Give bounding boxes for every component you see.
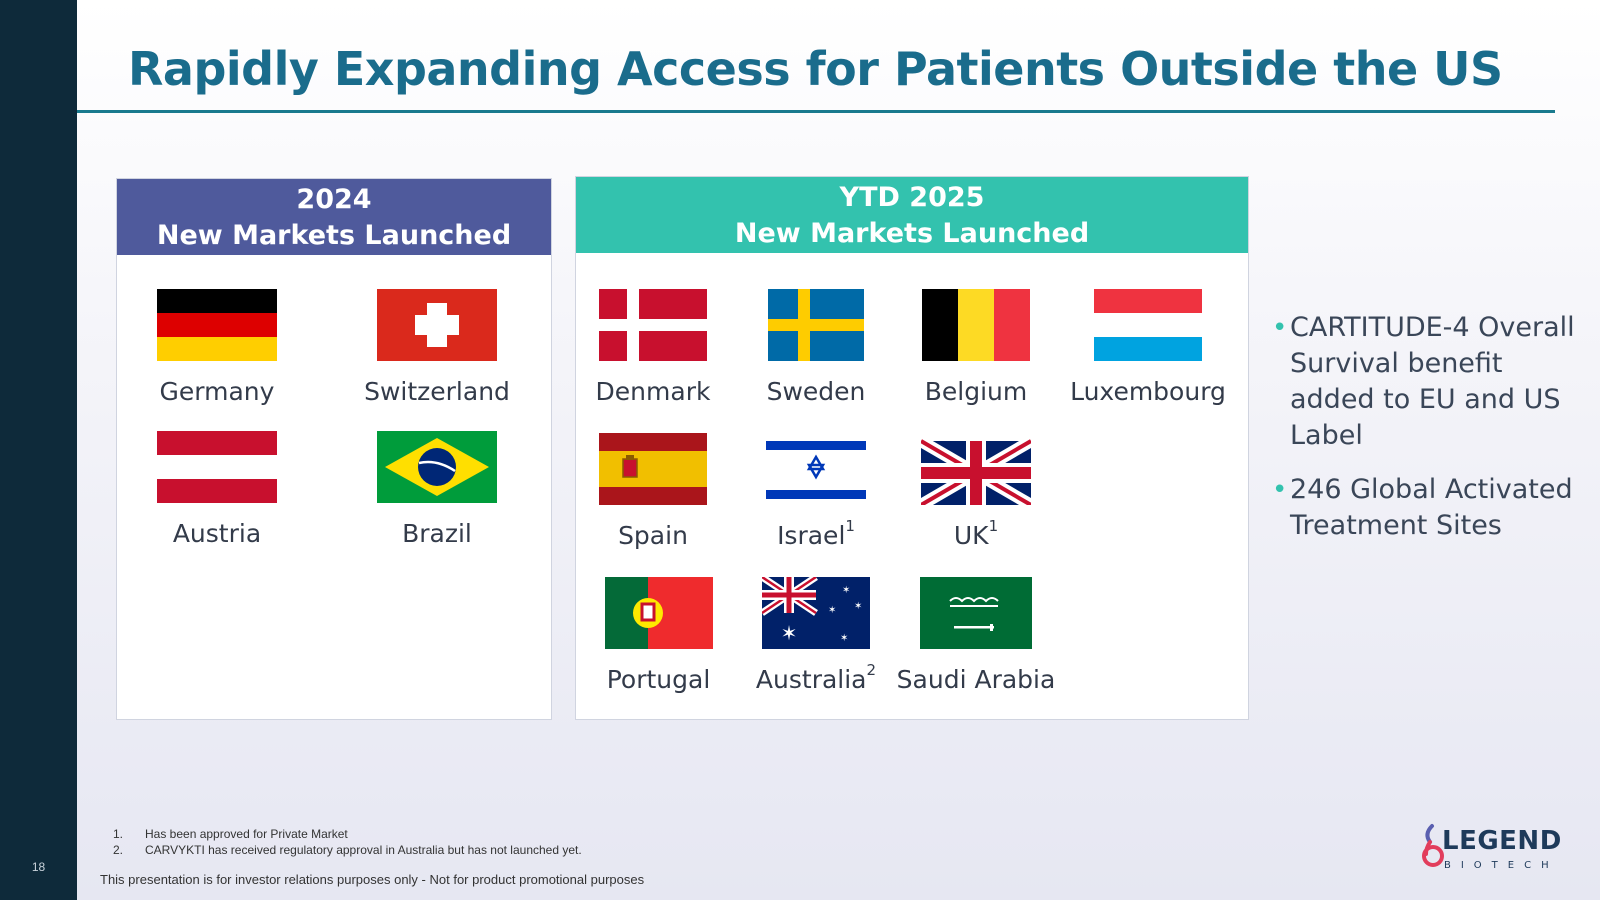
footnote-text: Has been approved for Private Market: [145, 827, 348, 841]
country-brazil: Brazil: [377, 431, 497, 548]
country-denmark: Denmark: [588, 289, 718, 406]
uk-flag-icon: [921, 435, 1031, 505]
australia-flag-icon: ✶ ✶ ✶ ✶ ✶: [762, 577, 870, 649]
saudi-arabia-flag-icon: [920, 577, 1032, 649]
country-australia: ✶ ✶ ✶ ✶ ✶ Australia2: [741, 577, 891, 694]
country-switzerland: Switzerland: [357, 289, 517, 406]
footnote-text: CARVYKTI has received regulatory approva…: [145, 843, 582, 857]
svg-text:✶: ✶: [781, 621, 798, 645]
country-luxembourg: Luxembourg: [1063, 289, 1233, 406]
country-name: Saudi Arabia: [896, 665, 1056, 694]
country-uk: UK1: [911, 433, 1041, 550]
country-name-with-note: Israel1: [751, 517, 881, 550]
country-portugal: Portugal: [591, 577, 726, 694]
panel-2025-header: YTD 2025 New Markets Launched: [576, 177, 1248, 253]
footnote-marker: 2: [866, 661, 877, 679]
country-name: Portugal: [606, 665, 711, 694]
country-name: Denmark: [595, 377, 711, 406]
svg-text:✶: ✶: [842, 585, 850, 596]
country-saudi-arabia: Saudi Arabia: [896, 577, 1056, 694]
bullet-item: 246 Global Activated Treatment Sites: [1270, 472, 1590, 544]
country-name: Switzerland: [364, 377, 510, 406]
country-austria: Austria: [157, 431, 277, 548]
page-number: 18: [31, 860, 46, 874]
country-name: Brazil: [402, 519, 472, 548]
panel-2025-subtitle: New Markets Launched: [734, 218, 1090, 249]
panel-2024-subtitle: New Markets Launched: [156, 220, 512, 251]
country-name: Luxembourg: [1070, 377, 1226, 406]
legend-biotech-logo: LEGEND BIOTECH: [1418, 818, 1561, 876]
footnote: 2. CARVYKTI has received regulatory appr…: [113, 842, 582, 858]
footnote-marker: 1: [988, 517, 999, 535]
footnote: 1. Has been approved for Private Market: [113, 826, 582, 842]
austria-flag-icon: [157, 431, 277, 503]
country-sweden: Sweden: [751, 289, 881, 406]
panel-2024-header: 2024 New Markets Launched: [117, 179, 551, 255]
country-belgium: Belgium: [911, 289, 1041, 406]
footnotes: 1. Has been approved for Private Market …: [113, 826, 582, 858]
country-name: Austria: [172, 519, 262, 548]
belgium-flag-icon: [922, 289, 1030, 361]
country-name: Spain: [618, 521, 688, 550]
disclaimer: This presentation is for investor relati…: [100, 872, 645, 887]
germany-flag-icon: [157, 289, 277, 361]
country-name: Belgium: [924, 377, 1028, 406]
portugal-flag-icon: [604, 577, 713, 649]
country-name: UK: [953, 521, 989, 550]
panel-2025-year: YTD 2025: [839, 182, 985, 213]
country-name-with-note: UK1: [911, 517, 1041, 550]
brazil-flag-icon: [377, 431, 497, 503]
logo-subtext: BIOTECH: [1444, 860, 1559, 871]
key-points: CARTITUDE-4 Overall Survival benefit add…: [1270, 310, 1590, 562]
country-israel: Israel1: [751, 433, 881, 550]
footnote-number: 1.: [113, 827, 124, 841]
country-name: Germany: [159, 377, 275, 406]
country-spain: Spain: [588, 433, 718, 550]
footnote-marker: 1: [845, 517, 855, 535]
logo-wordmark: LEGEND: [1442, 826, 1562, 856]
svg-text:✶: ✶: [854, 601, 862, 612]
title-divider: [77, 110, 1555, 113]
panel-2024-year: 2024: [296, 184, 372, 215]
panel-2025: YTD 2025 New Markets Launched Denmark Sw…: [575, 176, 1249, 720]
country-name: Australia: [755, 665, 867, 694]
country-name: Israel: [777, 521, 846, 550]
page-title: Rapidly Expanding Access for Patients Ou…: [128, 42, 1503, 96]
footnote-number: 2.: [113, 843, 124, 857]
country-germany: Germany: [157, 289, 277, 406]
switzerland-flag-icon: [377, 289, 497, 361]
luxembourg-flag-icon: [1094, 289, 1202, 361]
logo-mark-icon: [1422, 824, 1444, 867]
sweden-flag-icon: [768, 289, 864, 361]
side-bar: [0, 0, 77, 900]
svg-text:✶: ✶: [840, 633, 848, 644]
panel-2024: 2024 New Markets Launched Germany Switze…: [116, 178, 552, 720]
spain-flag-icon: [599, 433, 707, 505]
israel-flag-icon: [766, 441, 866, 499]
country-name: Sweden: [766, 377, 866, 406]
country-name-with-note: Australia2: [741, 661, 891, 694]
svg-text:✶: ✶: [828, 605, 836, 616]
denmark-flag-icon: [599, 289, 707, 361]
bullet-item: CARTITUDE-4 Overall Survival benefit add…: [1270, 310, 1590, 454]
